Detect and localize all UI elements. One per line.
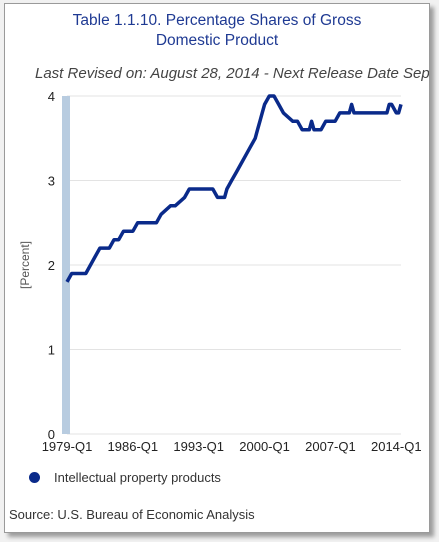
y-tick-label-0: 0 [48,427,55,442]
chart-subtitle: Last Revised on: August 28, 2014 - Next … [35,65,429,82]
chart-title: Table 1.1.10. Percentage Shares of Gross… [5,11,429,51]
x-axis-ticks: 1979-Q1 1986-Q1 1993-Q1 2000-Q1 2007-Q1 2014-… [42,439,422,454]
chart-window: Table 1.1.10. Percentage Shares of Gross… [4,3,430,533]
x-tick-label-2000-Q1: 2000-Q1 [239,439,290,454]
chart-title-line-2: Domestic Product [155,32,279,49]
legend-marker [29,472,40,483]
x-tick-label-2014-Q1: 2014-Q1 [371,439,422,454]
y-tick-label-1: 1 [48,343,55,358]
x-tick-label-2007-Q1: 2007-Q1 [305,439,356,454]
chart-title-line-1: Table 1.1.10. Percentage Shares of Gross [72,12,362,29]
legend[interactable]: Intellectual property products [29,470,221,485]
y-axis-ticks: 0 1 2 3 4 [48,89,55,442]
legend-label: Intellectual property products [54,470,221,485]
y-axis-label: [Percent] [18,241,32,289]
y-tick-label-2: 2 [48,258,55,273]
line-chart[interactable]: 0 1 2 3 4 1979-Q1 1986-Q1 1993-Q1 2000-Q1 2007-Q… [5,4,429,532]
series-line-intellectual-property[interactable] [65,94,403,283]
y-tick-label-3: 3 [48,174,55,189]
x-tick-label-1979-Q1: 1979-Q1 [42,439,93,454]
source-note: Source: U.S. Bureau of Economic Analysis [9,507,255,522]
y-tick-label-4: 4 [48,89,55,104]
x-tick-label-1986-Q1: 1986-Q1 [108,439,159,454]
y-axis-band [62,96,70,434]
x-tick-label-1993-Q1: 1993-Q1 [173,439,224,454]
gridlines [67,95,401,435]
